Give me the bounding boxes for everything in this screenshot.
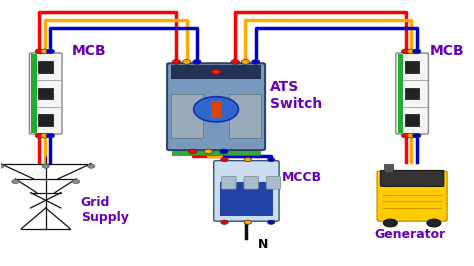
Text: MCB: MCB [430,44,465,59]
Circle shape [267,220,275,224]
Circle shape [12,180,19,184]
Bar [405,88,419,99]
Circle shape [194,97,238,122]
Circle shape [46,49,55,54]
Circle shape [252,60,260,64]
Text: N: N [258,238,268,251]
Circle shape [221,220,228,224]
Circle shape [412,133,421,138]
Circle shape [401,133,410,138]
FancyBboxPatch shape [396,53,428,134]
Circle shape [193,60,201,64]
Bar [38,114,53,126]
Circle shape [182,60,191,64]
Circle shape [35,133,44,138]
Circle shape [73,180,80,184]
Circle shape [412,49,421,54]
Text: Generator: Generator [374,228,446,241]
Circle shape [35,49,44,54]
FancyBboxPatch shape [377,171,447,221]
Bar [220,182,273,216]
Circle shape [383,219,397,227]
Circle shape [46,133,55,138]
Bar [229,94,261,138]
FancyBboxPatch shape [167,63,265,150]
Bar [211,101,221,118]
FancyBboxPatch shape [222,176,236,189]
Bar [405,61,419,73]
Text: MCB: MCB [72,44,106,59]
Circle shape [244,220,252,224]
FancyBboxPatch shape [29,53,62,134]
Circle shape [88,164,95,168]
Bar [38,61,53,73]
Circle shape [244,157,252,162]
Circle shape [401,49,410,54]
Circle shape [221,157,228,162]
Circle shape [189,149,197,154]
Circle shape [0,164,4,168]
Circle shape [42,164,49,168]
Text: Grid
Supply: Grid Supply [81,196,128,224]
Bar [398,54,403,133]
Circle shape [267,157,275,162]
FancyBboxPatch shape [266,176,281,189]
Text: MCCB: MCCB [282,171,321,184]
Circle shape [407,133,415,138]
FancyBboxPatch shape [380,171,444,186]
Circle shape [172,60,181,64]
Circle shape [407,49,415,54]
Circle shape [427,219,441,227]
Circle shape [231,60,239,64]
Circle shape [41,133,49,138]
Bar [38,88,53,99]
Bar [384,164,392,172]
Bar [171,65,261,79]
Text: ATS
Switch: ATS Switch [270,80,322,111]
Circle shape [41,49,49,54]
Circle shape [219,149,228,154]
Bar [171,94,203,138]
Bar [31,54,37,133]
Circle shape [212,70,220,74]
FancyBboxPatch shape [214,161,279,221]
Bar [405,114,419,126]
Bar [172,151,260,155]
Circle shape [241,60,250,64]
FancyBboxPatch shape [244,176,258,189]
Circle shape [204,149,212,154]
